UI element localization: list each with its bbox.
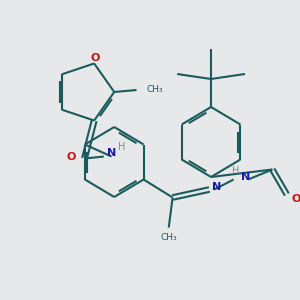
Text: N: N (241, 172, 250, 182)
Text: H: H (118, 142, 125, 152)
Text: CH₃: CH₃ (146, 85, 163, 94)
Text: N: N (107, 148, 116, 158)
Text: O: O (292, 194, 300, 205)
Text: O: O (90, 53, 100, 64)
Text: N: N (212, 182, 221, 193)
Text: H: H (232, 166, 239, 176)
Text: O: O (66, 152, 76, 161)
Text: CH₃: CH₃ (160, 233, 177, 242)
